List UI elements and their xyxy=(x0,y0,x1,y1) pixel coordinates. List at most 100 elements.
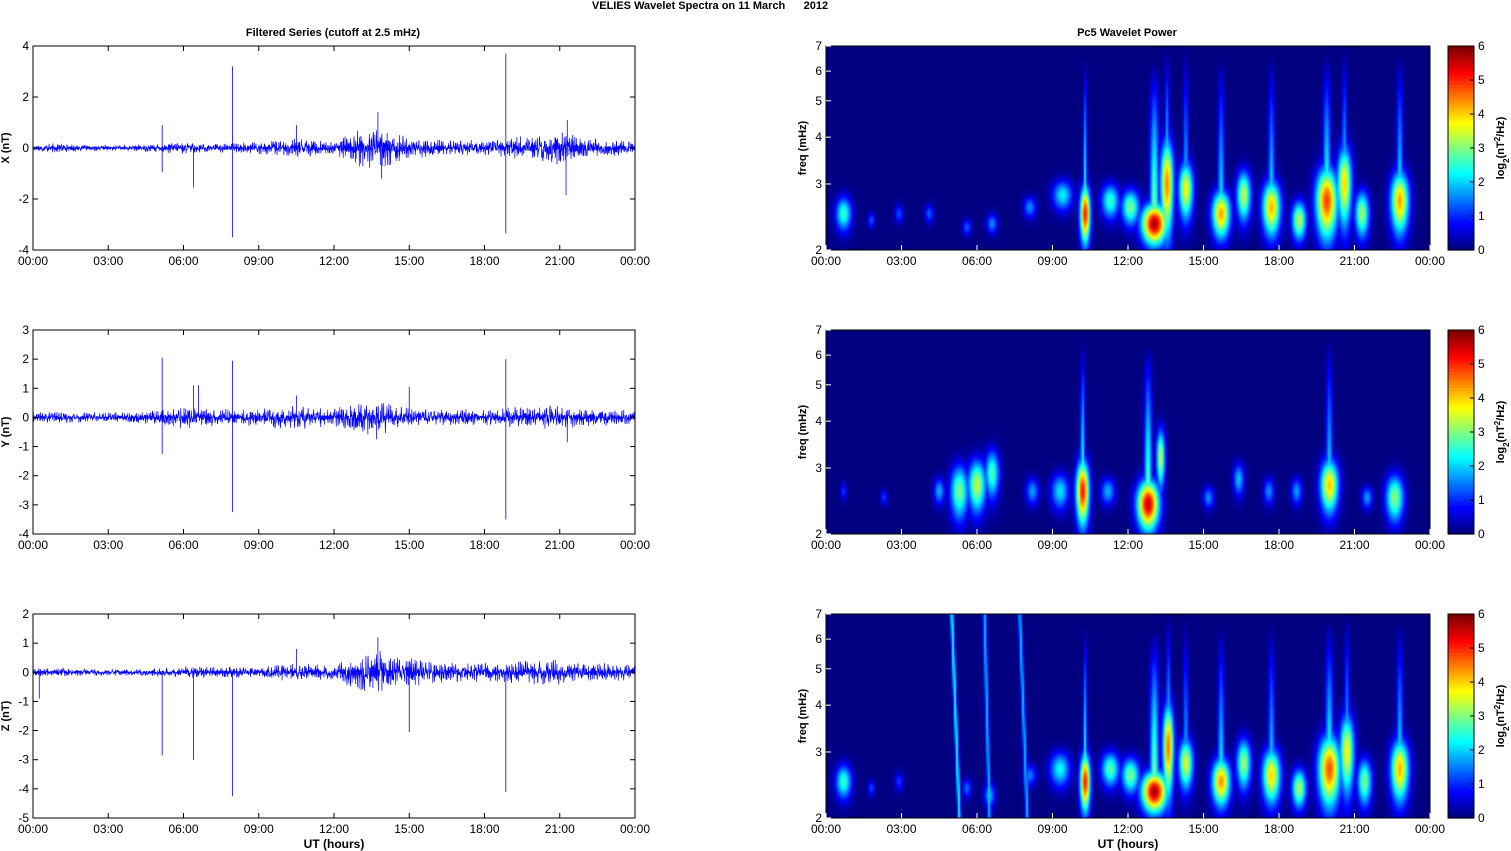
y-tick-label: 3 xyxy=(22,323,29,337)
x-tick-label: 09:00 xyxy=(1037,822,1067,836)
colorbar-swatch xyxy=(1448,447,1474,452)
y-tick-label: 2 xyxy=(815,243,822,257)
colorbar-swatch xyxy=(1448,163,1474,168)
y-tick-label: -4 xyxy=(18,527,29,541)
colorbar-swatch xyxy=(1448,779,1474,784)
colorbar-swatch xyxy=(1448,470,1474,475)
colorbar-swatch xyxy=(1448,789,1474,794)
x-tick-label: 18:00 xyxy=(1264,538,1294,552)
colorbar-swatch xyxy=(1448,170,1474,175)
wavelet-power-heatmap xyxy=(826,614,1430,818)
x-tick-label: 21:00 xyxy=(1339,254,1369,268)
colorbar-swatch xyxy=(1448,49,1474,53)
colorbar-swatch xyxy=(1448,524,1474,529)
y-tick-label: -2 xyxy=(18,192,29,206)
colorbar-swatch xyxy=(1448,479,1474,484)
colorbar-swatch xyxy=(1448,674,1474,679)
colorbar-swatch xyxy=(1448,620,1474,625)
colorbar-swatch xyxy=(1448,74,1474,79)
colorbar-swatch xyxy=(1448,336,1474,341)
x-tick-label: 06:00 xyxy=(962,254,992,268)
y-tick-label: 6 xyxy=(815,348,822,362)
colorbar-tick-label: 1 xyxy=(1478,493,1485,507)
colorbar-swatch xyxy=(1448,483,1474,487)
x-tick-label: 15:00 xyxy=(394,822,424,836)
x-tick-label: 12:00 xyxy=(319,254,349,268)
colorbar-swatch xyxy=(1448,390,1474,395)
y-tick-label: 3 xyxy=(815,177,822,191)
x-tick-label: 15:00 xyxy=(1188,254,1218,268)
colorbar-swatch xyxy=(1448,626,1474,631)
colorbar-swatch xyxy=(1448,747,1474,752)
y-axis-label: freq (mHz) xyxy=(797,120,809,175)
x-axis-label: UT (hours) xyxy=(1098,837,1159,851)
y-tick-label: 4 xyxy=(815,698,822,712)
colorbar-swatch xyxy=(1448,617,1474,621)
colorbar-swatch xyxy=(1448,530,1474,535)
colorbar-swatch xyxy=(1448,387,1474,392)
y-tick-label: 5 xyxy=(815,94,822,108)
colorbar-swatch xyxy=(1448,167,1474,171)
colorbar-swatch xyxy=(1448,460,1474,465)
x-tick-label: 18:00 xyxy=(1264,254,1294,268)
colorbar-swatch xyxy=(1448,112,1474,117)
colorbar-swatch xyxy=(1448,240,1474,245)
colorbar-swatch xyxy=(1448,218,1474,222)
series-trace xyxy=(32,403,636,435)
colorbar-swatch xyxy=(1448,199,1474,203)
colorbar-swatch xyxy=(1448,381,1474,385)
colorbar-swatch xyxy=(1448,677,1474,682)
x-tick-label: 06:00 xyxy=(168,822,198,836)
colorbar-swatch xyxy=(1448,371,1474,376)
axes-frame xyxy=(32,329,636,535)
colorbar-tick-label: 0 xyxy=(1478,243,1485,257)
colorbar-swatch xyxy=(1448,361,1474,366)
colorbar-swatch xyxy=(1448,400,1474,404)
colorbar-tick-label: 3 xyxy=(1478,709,1485,723)
colorbar-tick-label: 2 xyxy=(1478,743,1485,757)
colorbar-label: log2(nT2/Hz) xyxy=(1493,684,1511,747)
colorbar-swatch xyxy=(1448,486,1474,490)
colorbar-swatch xyxy=(1448,668,1474,672)
colorbar-swatch xyxy=(1448,680,1474,685)
x-tick-label: 12:00 xyxy=(319,822,349,836)
colorbar-swatch xyxy=(1448,87,1474,92)
colorbar-swatch xyxy=(1448,527,1474,532)
colorbar-swatch xyxy=(1448,776,1474,781)
colorbar-swatch xyxy=(1448,454,1474,459)
series-trace xyxy=(32,130,636,168)
y-tick-label: -5 xyxy=(18,811,29,825)
colorbar-swatch xyxy=(1448,696,1474,701)
right-column-title: Pc5 Wavelet Power xyxy=(1077,27,1178,39)
colorbar-swatch xyxy=(1448,358,1474,363)
y-tick-label: 7 xyxy=(815,607,822,621)
series-panel-3: -5 -4 -3 -2 -1 0 1 2 00:00 03:00 06:00 09:00 12:00 15… xyxy=(0,607,650,851)
colorbar-swatch xyxy=(1448,77,1474,82)
x-tick-label: 12:00 xyxy=(319,538,349,552)
x-tick-label: 00:00 xyxy=(620,538,650,552)
x-tick-label: 00:00 xyxy=(18,538,48,552)
x-tick-label: 00:00 xyxy=(811,822,841,836)
y-tick-label: 4 xyxy=(815,414,822,428)
x-tick-label: 00:00 xyxy=(18,822,48,836)
colorbar-swatch xyxy=(1448,412,1474,417)
colorbar-swatch xyxy=(1448,374,1474,379)
axes-frame xyxy=(32,613,636,819)
colorbar-swatch xyxy=(1448,473,1474,478)
colorbar-swatch xyxy=(1448,349,1474,353)
colorbar-swatch xyxy=(1448,665,1474,669)
colorbar-swatch xyxy=(1448,808,1474,813)
colorbar-swatch xyxy=(1448,754,1474,759)
colorbar-swatch xyxy=(1448,345,1474,350)
colorbar-swatch xyxy=(1448,377,1474,382)
colorbar-tick-label: 4 xyxy=(1478,391,1485,405)
colorbar-swatch xyxy=(1448,355,1474,360)
colorbar-swatch xyxy=(1448,498,1474,503)
x-tick-label: 00:00 xyxy=(1415,822,1445,836)
colorbar-swatch xyxy=(1448,46,1474,50)
colorbar-swatch xyxy=(1448,671,1474,676)
colorbar-swatch xyxy=(1448,141,1474,146)
colorbar-swatch xyxy=(1448,731,1474,736)
colorbar-tick-label: 2 xyxy=(1478,459,1485,473)
x-tick-label: 03:00 xyxy=(93,538,123,552)
